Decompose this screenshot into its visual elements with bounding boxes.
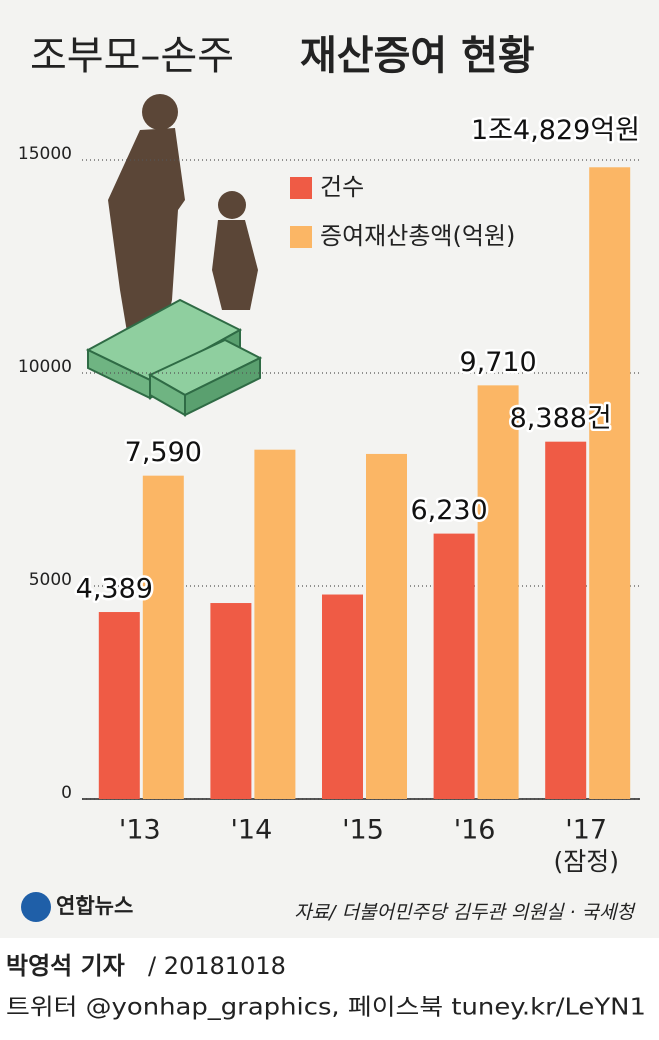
x-tick-label: '14: [231, 815, 273, 846]
bar: [98, 612, 140, 799]
bar: [366, 453, 407, 799]
value-label: 1조4,829억원: [471, 115, 640, 146]
logo-mark: [21, 892, 51, 922]
y-tick-label: 5000: [29, 570, 72, 590]
reporter: 박영석 기자: [6, 952, 125, 980]
chart-title-bold: 재산증여 현황: [300, 33, 535, 79]
bar: [477, 385, 519, 799]
bar: [322, 594, 363, 799]
value-label: 4,389: [76, 574, 153, 605]
bar: [433, 533, 475, 799]
y-tick-label: 15000: [18, 144, 72, 164]
legend-swatch: [290, 226, 312, 248]
value-label: 9,710: [459, 347, 536, 378]
x-tick-label: '16: [454, 815, 496, 846]
bar: [589, 167, 631, 799]
bar: [254, 449, 296, 799]
bar: [210, 603, 252, 799]
bar: [545, 441, 587, 799]
x-tick-label: '15: [342, 815, 384, 846]
y-tick-label: 10000: [18, 357, 72, 377]
legend-label: 건수: [320, 173, 364, 201]
legend-swatch: [290, 177, 312, 199]
chart-title-light: 조부모–손주: [30, 33, 234, 79]
x-tick-label: '17: [565, 815, 607, 846]
logo: 연합뉴스: [56, 894, 133, 918]
x-tick-note: (잠정): [553, 847, 619, 876]
value-label: 8,388건: [510, 403, 612, 434]
value-label: 6,230: [410, 495, 487, 526]
legend-label: 증여재산총액(억원): [320, 222, 515, 250]
value-label: 7,590: [125, 437, 202, 468]
bar: [142, 475, 184, 799]
social: 트위터 @yonhap_graphics, 페이스북 tuney.kr/LeYN…: [6, 995, 646, 1021]
date: / 20181018: [148, 952, 286, 980]
illustration: [85, 94, 263, 417]
y-tick-label: 0: [61, 783, 72, 803]
x-tick-label: '13: [119, 815, 161, 846]
source: 자료/ 더불어민주당 김두관 의원실 · 국세청: [294, 902, 636, 924]
